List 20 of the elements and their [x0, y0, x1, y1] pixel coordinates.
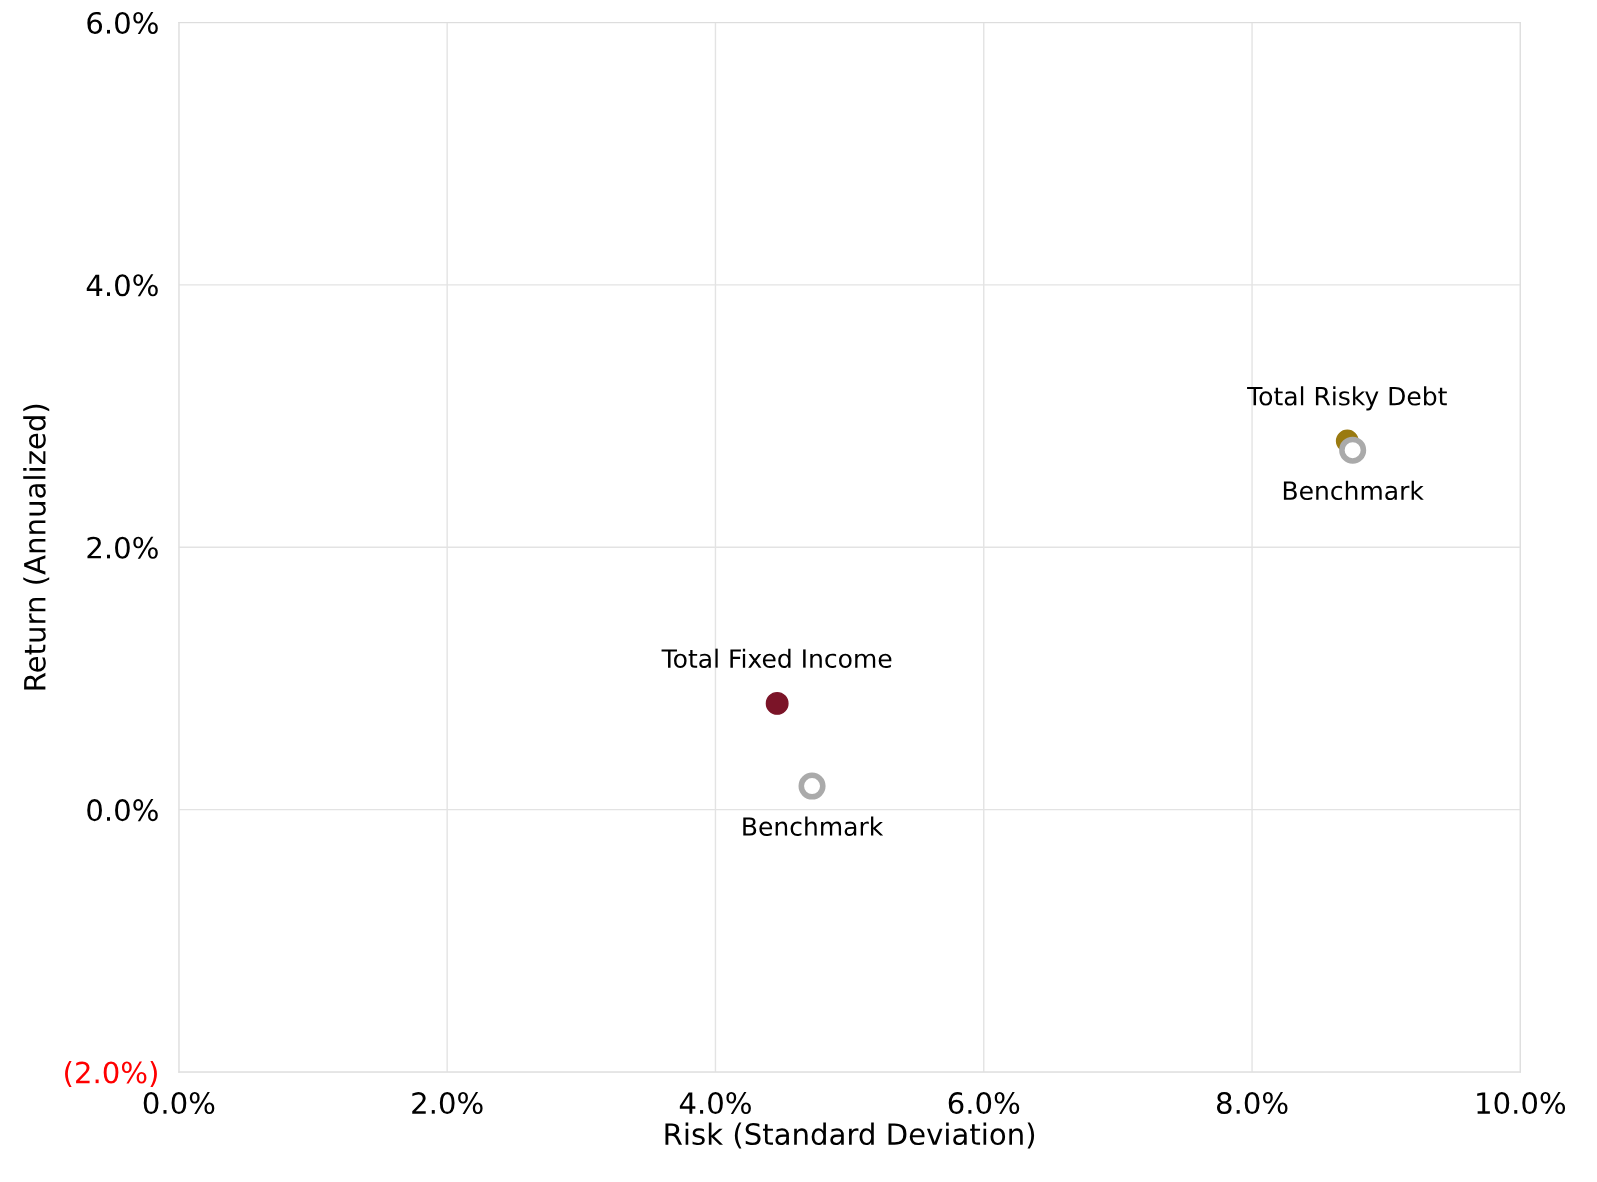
x-tick-label: 4.0% [679, 1092, 751, 1115]
point [798, 772, 826, 800]
y-tick-label: 6.0% [87, 11, 158, 34]
series-label: Total Risky Debt [1247, 386, 1447, 411]
point [765, 691, 789, 715]
y-tick-label: 0.0% [87, 799, 158, 822]
point [1339, 436, 1367, 464]
y-tick-label: (2.0%) [65, 1061, 157, 1087]
x-tick-label: 2.0% [412, 1092, 483, 1115]
y-tick-label: 2.0% [87, 536, 158, 559]
y-axis-title: Return (Annualized) [23, 404, 50, 690]
series-label: Total Fixed Income [661, 648, 892, 668]
series-label: Benchmark [1283, 480, 1424, 501]
x-axis-title: Risk (Standard Deviation) [665, 1122, 1035, 1149]
x-tick-label: 6.0% [948, 1092, 1020, 1115]
x-tick-label: 0.0% [143, 1092, 215, 1115]
x-tick-label: 10.0% [1477, 1092, 1566, 1115]
text: Benchmark [743, 816, 884, 836]
x-tick-label: 8.0% [1216, 1092, 1288, 1115]
y-tick-label: 4.0% [86, 274, 158, 297]
